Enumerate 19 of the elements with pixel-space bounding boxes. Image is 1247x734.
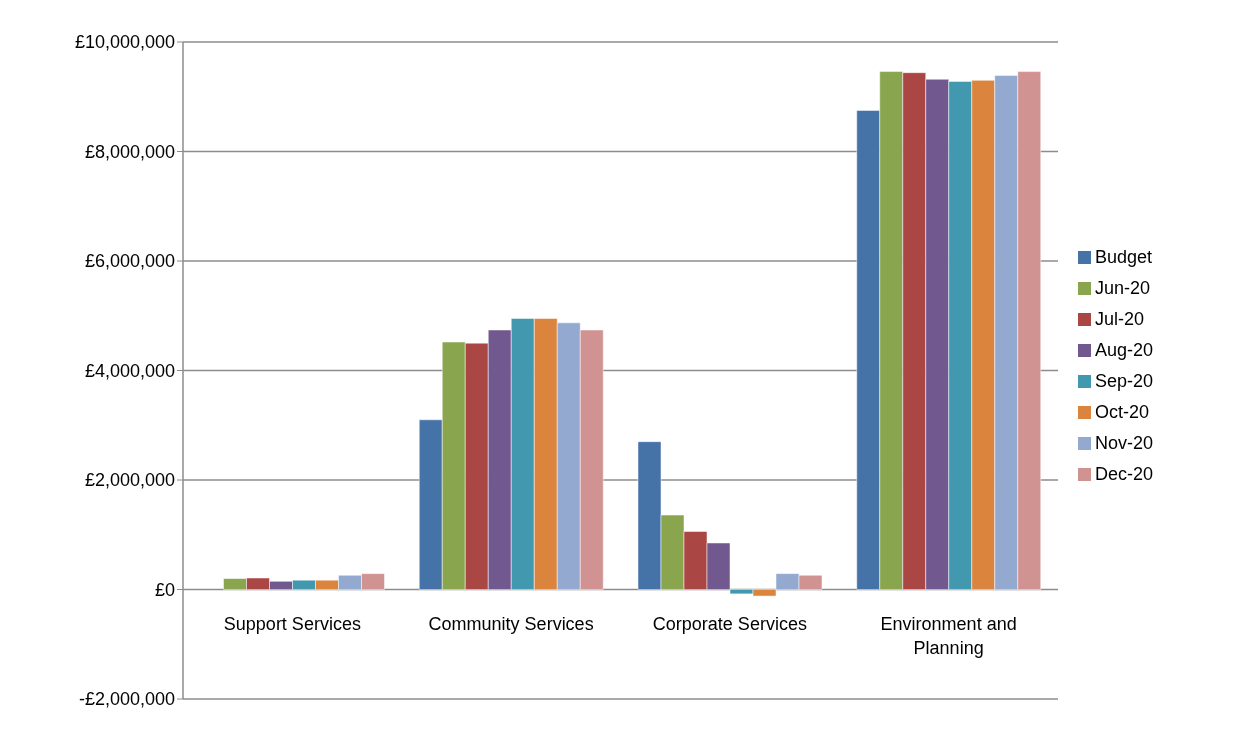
legend-label: Nov-20 bbox=[1095, 432, 1154, 453]
legend-label: Jun-20 bbox=[1095, 277, 1151, 298]
x-tick-label: Community Services bbox=[428, 613, 594, 634]
y-tick-label: £10,000,000 bbox=[74, 32, 175, 53]
x-tick-label: Corporate Services bbox=[652, 613, 807, 634]
y-tick-label: -£2,000,000 bbox=[78, 689, 175, 710]
y-tick-label: £2,000,000 bbox=[84, 470, 175, 491]
legend-label: Dec-20 bbox=[1095, 463, 1154, 484]
legend-label: Oct-20 bbox=[1095, 401, 1150, 422]
legend-label: Budget bbox=[1095, 246, 1153, 267]
x-tick-label: Environment and Planning bbox=[880, 613, 1017, 658]
y-tick-label: £8,000,000 bbox=[84, 141, 175, 162]
x-tick-label: Support Services bbox=[223, 613, 361, 634]
y-tick-label: £4,000,000 bbox=[84, 360, 175, 381]
legend-label: Jul-20 bbox=[1095, 308, 1145, 329]
y-tick-label: £6,000,000 bbox=[84, 251, 175, 272]
y-tick-label: £0 bbox=[154, 579, 175, 600]
legend-label: Aug-20 bbox=[1095, 339, 1154, 360]
legend-label: Sep-20 bbox=[1095, 370, 1154, 391]
